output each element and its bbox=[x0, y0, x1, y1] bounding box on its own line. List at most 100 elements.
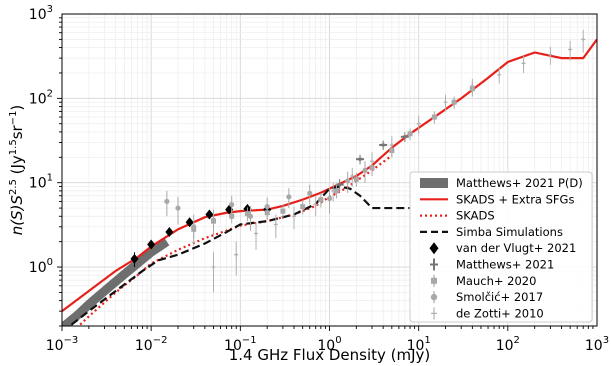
y-tick-base: 10 bbox=[29, 7, 47, 23]
legend-label-skads: SKADS bbox=[456, 209, 495, 223]
point-mauch-2020 bbox=[431, 114, 437, 120]
x-tick-exp: −1 bbox=[242, 335, 257, 346]
legend-label-van-der-vlugt-2021: van der Vlugt+ 2021 bbox=[456, 241, 576, 255]
point-matthews-2021 bbox=[381, 143, 385, 147]
point-smol-i-2017 bbox=[191, 224, 197, 230]
x-tick-exp: 1 bbox=[424, 335, 430, 346]
legend-label-matthews-2021-p-d: Matthews+ 2021 P(D) bbox=[456, 176, 583, 190]
plot-area bbox=[62, 29, 597, 326]
x-tick-exp: 3 bbox=[603, 335, 609, 346]
point-mauch-2020 bbox=[300, 204, 306, 210]
point-de-zotti-2010 bbox=[370, 159, 375, 164]
point-matthews-2021 bbox=[403, 135, 407, 139]
legend-handle-matthews-2021 bbox=[430, 258, 438, 271]
point-smol-i-2017 bbox=[345, 178, 351, 184]
legend-label-de-zotti-2010: de Zotti+ 2010 bbox=[456, 306, 544, 320]
legend-box bbox=[409, 171, 593, 323]
y-label-base: n(S)S bbox=[8, 195, 26, 236]
point-smol-i-2017 bbox=[247, 213, 254, 219]
point-mauch-2020 bbox=[280, 208, 286, 214]
point-de-zotti-2010 bbox=[581, 37, 586, 42]
legend-handle-smol-i-2017 bbox=[430, 293, 438, 301]
point-smol-i-2017 bbox=[210, 217, 217, 223]
y-label-unit-end: ) bbox=[8, 105, 26, 111]
x-axis-label: 1.4 GHz Flux Density (mJy) bbox=[229, 346, 431, 364]
series-line-skads-extra-sfgs bbox=[62, 38, 597, 313]
x-tick-label: 103 bbox=[585, 335, 609, 354]
y-tick-exp: 1 bbox=[47, 173, 53, 184]
point-de-zotti-2010 bbox=[254, 231, 259, 236]
point-de-zotti-2010 bbox=[313, 202, 318, 207]
legend-handle-matthews-2021-p-d bbox=[420, 178, 448, 188]
y-tick-exp: 2 bbox=[47, 88, 53, 99]
point-de-zotti-2010 bbox=[443, 100, 448, 105]
point-mauch-2020 bbox=[318, 197, 324, 203]
point-de-zotti-2010 bbox=[497, 72, 502, 77]
y-tick-base: 10 bbox=[29, 91, 47, 107]
x-tick-label: 10−2 bbox=[135, 335, 168, 354]
y-label-unit-mid: sr bbox=[8, 124, 26, 139]
y-tick-label: 103 bbox=[29, 4, 53, 23]
y-tick-base: 10 bbox=[29, 176, 47, 192]
x-tick-label: 100 bbox=[317, 335, 341, 354]
x-tick-base: 10 bbox=[496, 338, 514, 354]
point-smol-i-2017 bbox=[307, 190, 313, 196]
point-de-zotti-2010 bbox=[416, 121, 421, 126]
point-smol-i-2017 bbox=[326, 195, 333, 202]
x-tick-base: 10 bbox=[407, 338, 425, 354]
x-tick-exp: −3 bbox=[64, 335, 79, 346]
x-tick-exp: 2 bbox=[514, 335, 520, 346]
point-smol-i-2017 bbox=[175, 205, 181, 211]
legend: Matthews+ 2021 P(D) SKADS + Extra SFGs SKA… bbox=[409, 171, 593, 323]
legend-label-skads-extra-sfgs: SKADS + Extra SFGs bbox=[456, 192, 574, 206]
legend-label-smol-i-2017: Smolčić+ 2017 bbox=[456, 290, 543, 304]
point-de-zotti-2010 bbox=[211, 265, 216, 270]
point-de-zotti-2010 bbox=[331, 188, 336, 193]
point-mauch-2020 bbox=[334, 188, 340, 194]
x-tick-base: 10 bbox=[224, 338, 242, 354]
x-tick-base: 10 bbox=[46, 338, 64, 354]
point-de-zotti-2010 bbox=[548, 52, 553, 57]
point-van-der-vlugt-2021 bbox=[165, 227, 174, 238]
point-van-der-vlugt-2021 bbox=[147, 239, 156, 250]
y-label-exp: 2.5 bbox=[8, 179, 19, 195]
point-smol-i-2017 bbox=[362, 167, 368, 173]
legend-handle-mauch-2020 bbox=[431, 277, 437, 284]
legend-handle-de-zotti-2010 bbox=[431, 307, 437, 320]
x-tick-exp: 0 bbox=[335, 335, 341, 346]
point-mauch-2020 bbox=[407, 131, 413, 137]
point-mauch-2020 bbox=[353, 176, 359, 182]
point-van-der-vlugt-2021 bbox=[130, 253, 139, 264]
point-de-zotti-2010 bbox=[350, 174, 355, 179]
point-de-zotti-2010 bbox=[470, 84, 475, 89]
y-tick-label: 101 bbox=[29, 173, 53, 192]
x-tick-base: 10 bbox=[585, 338, 603, 354]
point-de-zotti-2010 bbox=[389, 142, 394, 147]
axes bbox=[57, 13, 598, 331]
legend-label-simba-simulations: Simba Simulations bbox=[456, 225, 563, 239]
y-tick-base: 10 bbox=[29, 260, 47, 276]
y-tick-label: 102 bbox=[29, 88, 53, 107]
x-tick-label: 10−3 bbox=[46, 335, 79, 354]
point-matthews-2021 bbox=[338, 183, 342, 187]
x-tick-label: 102 bbox=[496, 335, 520, 354]
point-mauch-2020 bbox=[451, 99, 457, 105]
point-smol-i-2017 bbox=[229, 201, 235, 208]
point-matthews-2021 bbox=[358, 157, 362, 161]
x-tick-label: 101 bbox=[407, 335, 431, 354]
x-tick-exp: −2 bbox=[153, 335, 168, 346]
point-smol-i-2017 bbox=[264, 204, 270, 210]
legend-handle-van-der-vlugt-2021 bbox=[429, 242, 439, 255]
point-smol-i-2017 bbox=[164, 198, 170, 205]
point-mauch-2020 bbox=[244, 211, 250, 217]
x-tick-label: 10−1 bbox=[224, 335, 257, 354]
y-label-unit-exp1: 1.5 bbox=[8, 139, 19, 155]
point-de-zotti-2010 bbox=[273, 222, 278, 227]
series-band-matthews-2021-p-d bbox=[62, 237, 170, 326]
y-tick-label: 100 bbox=[29, 257, 53, 276]
point-de-zotti-2010 bbox=[234, 252, 239, 257]
legend-label-matthews-2021: Matthews+ 2021 bbox=[456, 258, 554, 272]
